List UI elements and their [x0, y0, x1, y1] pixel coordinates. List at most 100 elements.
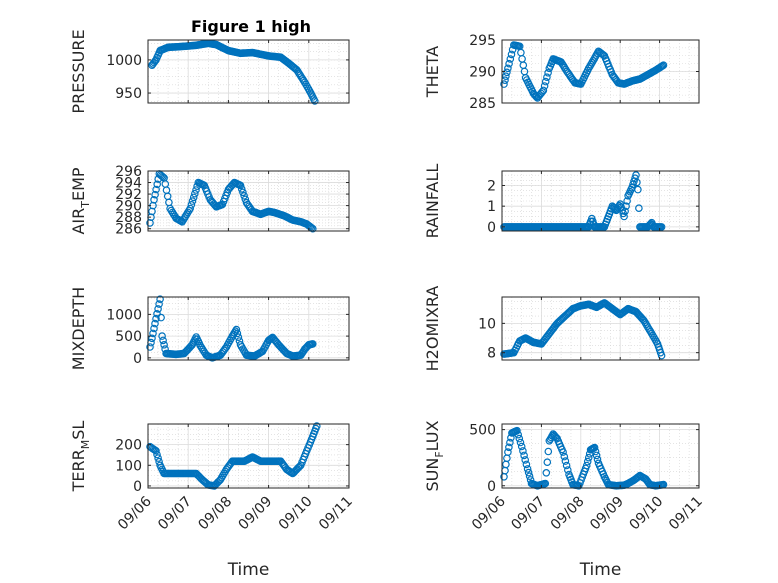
y-tick-label: 10	[478, 316, 496, 332]
x-axis-label: Time	[227, 560, 270, 580]
data-point	[187, 201, 196, 209]
data-point	[299, 76, 308, 85]
y-tick-label: 296	[115, 164, 142, 180]
data-point	[521, 456, 530, 464]
y-tick-label: 292	[115, 187, 142, 203]
data-point	[153, 450, 161, 459]
data-point	[310, 97, 319, 105]
data-point	[541, 479, 550, 488]
data-point	[152, 185, 160, 194]
y-tick-label: 1000	[106, 307, 142, 323]
data-point	[514, 430, 523, 439]
data-point	[560, 452, 569, 461]
data-point	[541, 77, 550, 86]
data-point	[520, 451, 528, 460]
data-point	[295, 462, 304, 471]
data-point	[148, 334, 156, 343]
y-tick-label: 290	[469, 65, 496, 81]
data-point	[561, 457, 570, 465]
data-point	[657, 351, 666, 360]
data-point	[542, 468, 551, 477]
data-point	[214, 478, 222, 487]
data-point	[155, 300, 163, 308]
data-point	[540, 82, 549, 90]
y-axis-label: THETA	[423, 46, 442, 98]
data-point	[308, 224, 317, 233]
axes-box	[147, 39, 350, 104]
data-point	[659, 61, 668, 69]
subplot-5: 0 500 1000 MIXDEPTH	[69, 287, 350, 370]
y-tick-label: 288	[115, 210, 142, 226]
data-point	[582, 461, 591, 470]
y-tick-label: 1000	[106, 53, 142, 69]
data-point	[592, 451, 601, 460]
data-point	[500, 80, 508, 88]
y-tick-label: 2	[487, 178, 496, 194]
y-axis-label: AIRTEMP	[69, 167, 92, 234]
data-point	[631, 174, 639, 183]
y-tick-label: 0	[487, 220, 496, 236]
data-point	[562, 461, 571, 470]
data-point	[151, 446, 159, 454]
data-point	[221, 344, 230, 353]
data-point	[591, 447, 600, 456]
y-tick-label: 0	[487, 479, 496, 495]
data-point	[236, 181, 245, 190]
subplot-6: 8 10 H2OMIXRA	[423, 286, 700, 372]
data-point	[552, 433, 561, 442]
data-point	[515, 434, 524, 443]
data-point	[620, 212, 628, 221]
y-tick-label: 1	[487, 199, 496, 215]
data-point	[294, 463, 303, 472]
data-point	[544, 447, 553, 456]
data-point	[231, 327, 240, 336]
y-axis-label: H2OMIXRA	[423, 286, 442, 372]
data-point	[505, 443, 513, 452]
data-point	[634, 185, 642, 194]
data-point	[504, 448, 512, 456]
data-point	[150, 196, 158, 204]
data-point	[154, 454, 162, 462]
data-point	[590, 443, 599, 452]
y-tick-label: 0	[133, 479, 142, 495]
y-tick-label: 500	[115, 329, 142, 345]
y-tick-label: 294	[115, 176, 142, 192]
y-tick-label: 500	[469, 423, 496, 439]
y-axis-label: RAINFALL	[423, 164, 442, 239]
data-point	[159, 336, 167, 345]
y-axis-label: SUNFLUX	[423, 420, 446, 491]
data-point	[633, 178, 641, 187]
data-point	[559, 448, 567, 456]
data-point	[563, 466, 572, 474]
axes-box	[147, 170, 350, 232]
data-point	[156, 295, 164, 304]
subplot-1: 950 1000 PRESSURE	[69, 29, 350, 114]
data-point	[525, 472, 534, 481]
data-point	[234, 333, 243, 342]
y-tick-label: 100	[115, 458, 142, 474]
data-point	[151, 319, 159, 328]
data-point	[189, 193, 198, 202]
data-point	[160, 340, 168, 349]
data-point	[517, 442, 526, 451]
data-point	[502, 72, 510, 81]
data-point	[657, 223, 666, 231]
data-point	[544, 69, 552, 77]
y-tick-label: 295	[469, 33, 496, 49]
axes-box	[147, 296, 350, 361]
data-point	[237, 185, 246, 193]
data-point	[312, 422, 321, 430]
data-point	[623, 197, 631, 205]
data-point	[503, 68, 511, 77]
data-point	[513, 426, 521, 435]
axes-box	[147, 423, 350, 489]
y-axis-label: MIXDEPTH	[69, 287, 88, 370]
data-point	[232, 325, 241, 334]
data-point	[233, 329, 242, 338]
data-point	[519, 447, 527, 455]
data-point	[504, 64, 512, 73]
data-point	[524, 468, 533, 477]
data-point	[152, 446, 160, 455]
data-point	[543, 73, 551, 82]
